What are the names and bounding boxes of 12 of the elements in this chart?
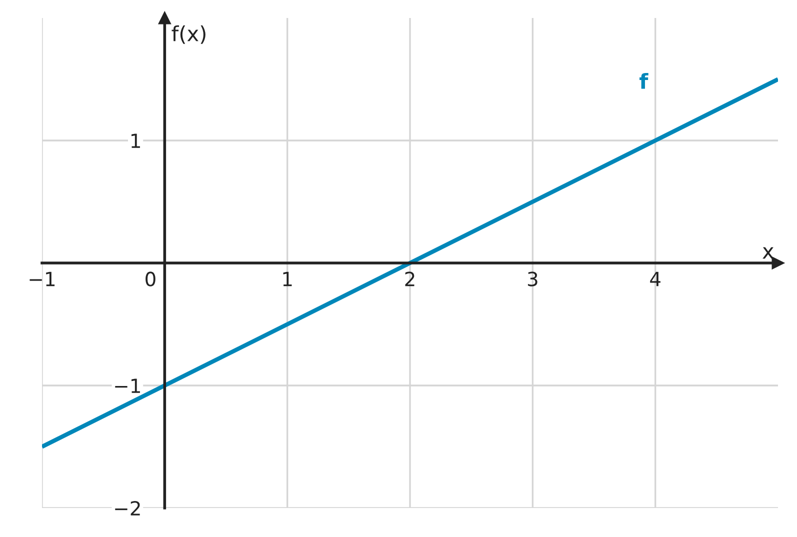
text: f	[640, 72, 648, 89]
x-tick-label: 4	[650, 272, 660, 286]
x-tick-label: 0	[146, 272, 156, 286]
x-tick-label: −1	[30, 272, 55, 286]
x-tick-label: 2	[405, 272, 414, 286]
y-tick-label: −1	[115, 378, 140, 393]
y-tick-label: −2	[115, 500, 140, 516]
x-tick-label: 1	[283, 272, 292, 286]
y-tick-label: 1	[132, 134, 140, 148]
x-axis-title: x	[762, 247, 774, 259]
x-tick-label: 3	[528, 272, 538, 286]
y-axis-title: f(x)	[172, 25, 206, 44]
